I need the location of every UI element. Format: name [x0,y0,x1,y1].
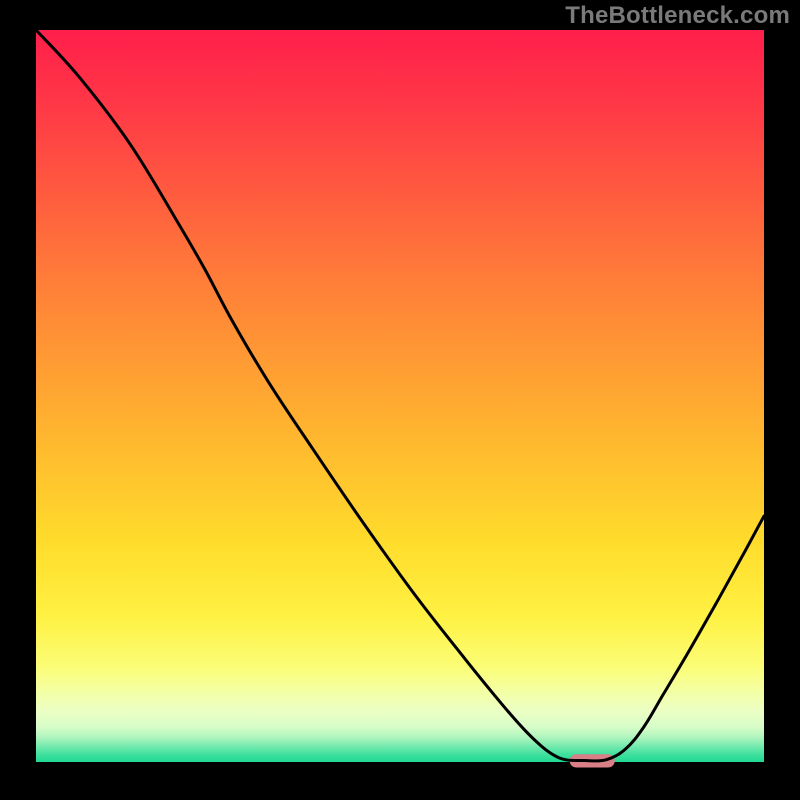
chart-stage: TheBottleneck.com [0,0,800,800]
bottleneck-line-chart [0,0,800,800]
watermark-text: TheBottleneck.com [565,2,790,30]
plot-background [36,30,764,762]
